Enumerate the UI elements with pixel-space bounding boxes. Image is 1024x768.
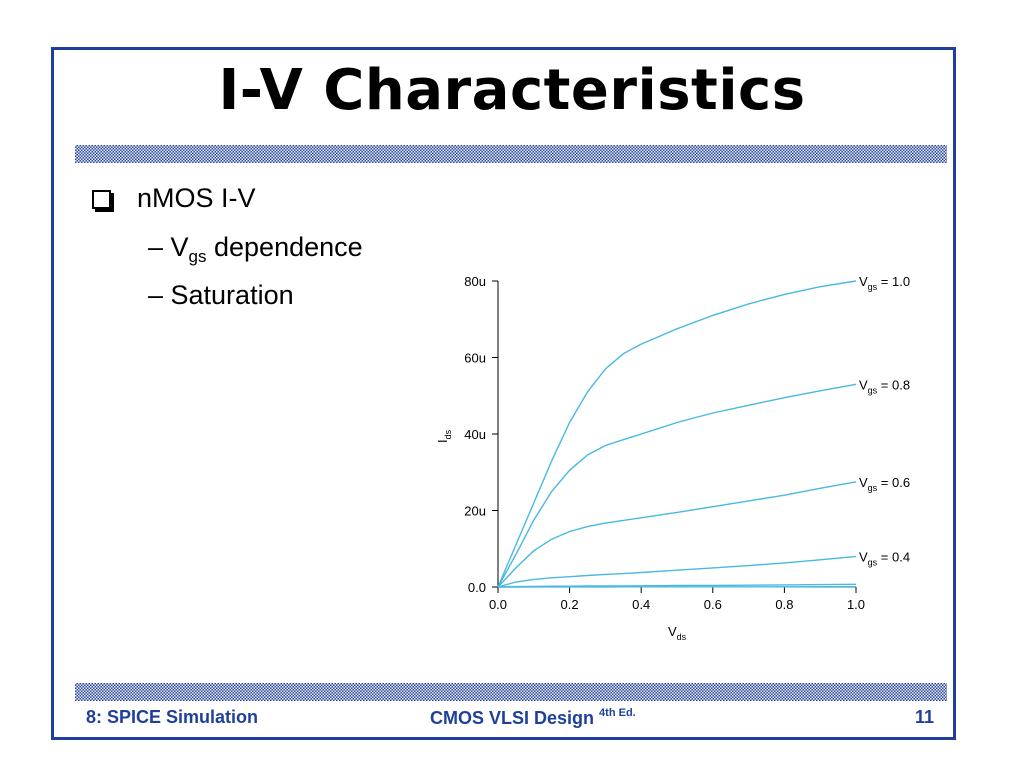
series-label-vgs-0-8: Vgs = 0.8 [859,377,910,395]
x-tick-label: 0.2 [561,597,579,612]
footer-book-title: CMOS VLSI Design 4th Ed. [430,707,636,729]
series-line-vgs-0-4 [497,555,857,588]
bottom-divider-band [75,683,947,701]
series-label-vgs-1-0: Vgs = 1.0 [859,274,910,292]
x-axis-label: Vds [668,624,687,642]
sub-bullet-saturation: – Saturation [148,280,294,310]
x-tick-label: 0.8 [775,597,793,612]
y-tick-label: 40u [464,427,486,442]
sub1-suffix: dependence [206,232,363,262]
y-tick-label: 0.0 [468,580,486,595]
x-tick-label: 0.0 [489,597,507,612]
series-line-vgs-1-0 [497,280,857,588]
footer-book-name: CMOS VLSI Design [430,708,595,728]
y-tick-label: 60u [464,351,486,366]
x-tick-label: 0.6 [704,597,722,612]
series-line-vgs-0-8 [497,383,857,588]
hollow-square-icon [92,190,111,209]
bullet-text: nMOS I-V [137,183,256,213]
bullet-nmos-iv: nMOS I-V [92,183,256,214]
slide-title: I-V Characteristics [218,58,806,123]
y-tick-label: 80u [464,274,486,289]
series-line-vgs-0-6 [497,481,857,588]
sub-bullet-vgs-dependence: – Vgs dependence [148,232,363,267]
series-label-vgs-0-4: Vgs = 0.4 [859,549,910,567]
x-tick-label: 1.0 [847,597,865,612]
footer-edition: 4th Ed. [599,707,636,719]
x-tick-label: 0.4 [632,597,650,612]
y-tick-label: 20u [464,504,486,519]
footer-page-number: 11 [914,707,934,727]
footer-section-label: 8: SPICE Simulation [86,707,259,727]
sub1-subscript: gs [188,247,207,266]
top-divider-band [75,145,947,163]
sub1-prefix: – V [148,232,189,262]
series-label-vgs-0-6: Vgs = 0.6 [859,475,910,493]
y-axis-label: Ids [435,429,453,443]
